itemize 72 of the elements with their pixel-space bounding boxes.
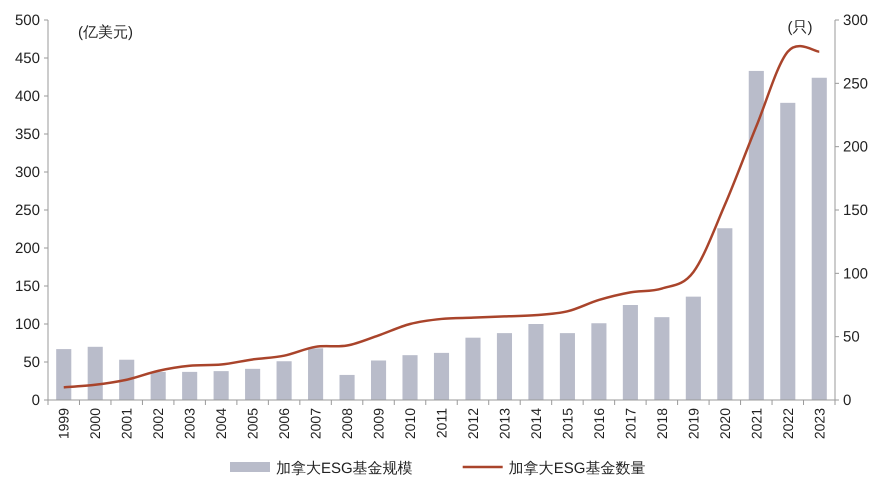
y2-tick-label: 300 (843, 12, 868, 29)
bar (686, 296, 701, 400)
y2-tick-label: 200 (843, 138, 868, 156)
x-tick-label: 2007 (308, 408, 324, 440)
x-tick-label: 2006 (276, 408, 292, 440)
bar (308, 348, 324, 400)
y-tick-label: 400 (14, 88, 40, 105)
y-tick-label: 150 (14, 278, 40, 295)
x-tick-label: 2004 (213, 408, 230, 440)
bar (591, 323, 606, 400)
x-tick-label: 2008 (339, 408, 356, 440)
bar (402, 355, 418, 400)
x-tick-label: 2009 (370, 408, 387, 440)
bar (812, 78, 827, 400)
x-tick-label: 2000 (87, 408, 104, 440)
y-tick-label: 500 (14, 12, 40, 29)
x-tick-label: 2015 (559, 408, 576, 440)
x-tick-label: 1999 (56, 408, 72, 440)
x-tick-label: 2023 (811, 408, 828, 440)
bar (150, 372, 166, 400)
bar (465, 338, 481, 400)
bar (654, 317, 670, 400)
x-tick-label: 2003 (182, 408, 198, 440)
x-tick-label: 2005 (244, 408, 261, 440)
y-tick-label: 0 (32, 392, 40, 409)
bar (276, 361, 292, 400)
y2-tick-label: 100 (843, 265, 868, 282)
y-tick-label: 300 (14, 164, 40, 181)
bar (528, 324, 544, 400)
x-tick-label: 2014 (528, 408, 544, 440)
bar (214, 371, 229, 400)
y-tick-label: 350 (14, 126, 40, 143)
x-tick-label: 2020 (716, 408, 733, 440)
x-tick-label: 2002 (150, 408, 166, 440)
x-tick-label: 2021 (748, 408, 764, 440)
y2-tick-label: 150 (843, 202, 868, 219)
y-tick-label: 250 (14, 202, 40, 219)
legend-label: 加拿大ESG基金规模 (276, 460, 413, 477)
bar (340, 374, 355, 400)
bar (622, 305, 638, 400)
y-tick-label: 450 (14, 50, 40, 67)
y2-tick-label: 0 (843, 392, 852, 409)
y-axis-title: (亿美元) (78, 24, 133, 41)
x-tick-label: 2013 (496, 408, 512, 440)
bar (182, 372, 198, 400)
legend-label: 加拿大ESG基金数量 (508, 460, 646, 477)
bar (717, 228, 732, 400)
x-tick-label: 2010 (402, 408, 418, 440)
y2-tick-label: 50 (843, 328, 860, 346)
bar (119, 360, 134, 400)
bar (88, 346, 103, 400)
x-tick-label: 2017 (622, 408, 638, 440)
x-tick-label: 2011 (434, 408, 450, 438)
bar (560, 333, 575, 400)
bar (748, 70, 764, 400)
x-tick-label: 2001 (118, 408, 135, 440)
bar (780, 102, 796, 400)
y2-axis-title: (只) (788, 19, 812, 36)
y-tick-label: 100 (14, 316, 40, 333)
y-tick-label: 50 (23, 354, 40, 371)
x-tick-label: 2012 (464, 408, 481, 440)
x-tick-label: 2018 (654, 408, 670, 440)
x-tick-label: 2019 (685, 408, 702, 440)
bar (245, 368, 260, 400)
bar (56, 349, 72, 400)
bar (434, 352, 450, 400)
y2-tick-label: 250 (843, 75, 868, 92)
x-tick-label: 2022 (780, 408, 796, 440)
y-tick-label: 200 (14, 240, 40, 257)
bar (496, 333, 512, 400)
bar (370, 360, 386, 400)
x-tick-label: 2016 (590, 408, 607, 440)
